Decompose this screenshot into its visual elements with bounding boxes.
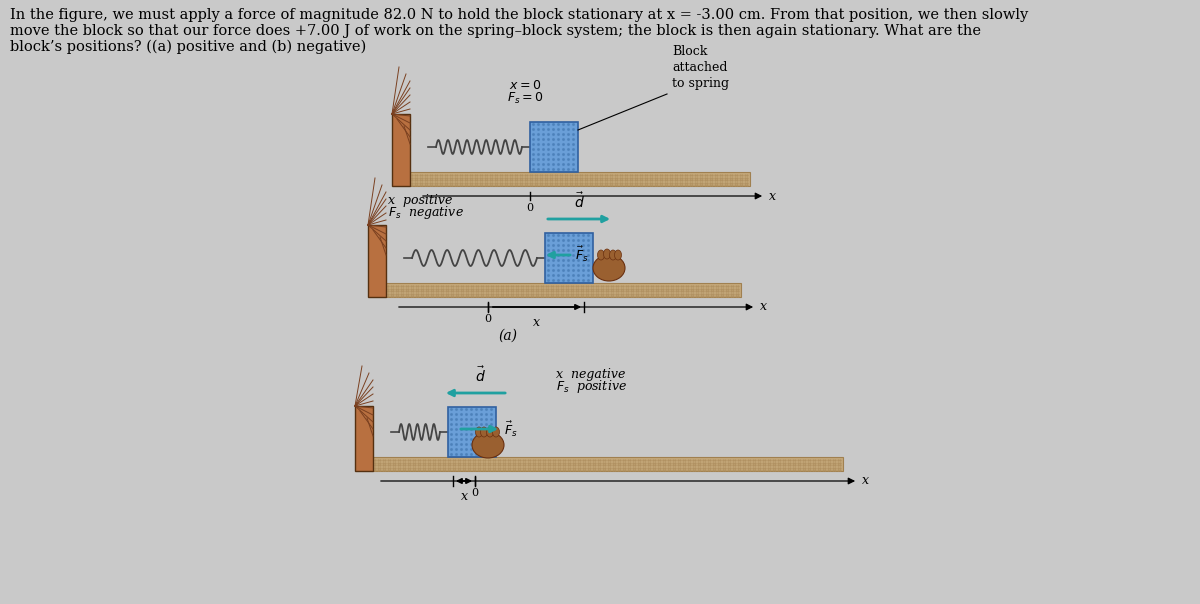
Text: 0: 0 xyxy=(472,488,479,498)
Text: move the block so that our force does +7.00 J of work on the spring–block system: move the block so that our force does +7… xyxy=(10,24,982,38)
Bar xyxy=(355,406,373,471)
Text: block’s positions? ((a) positive and (b) negative): block’s positions? ((a) positive and (b)… xyxy=(10,40,366,54)
Bar xyxy=(368,225,386,297)
Bar xyxy=(545,233,593,283)
Text: x: x xyxy=(760,301,767,313)
Ellipse shape xyxy=(475,427,482,437)
Text: x: x xyxy=(769,190,776,202)
Text: $\vec{d}$: $\vec{d}$ xyxy=(475,365,486,385)
Text: $\vec{F}_s$: $\vec{F}_s$ xyxy=(575,244,589,264)
Ellipse shape xyxy=(480,427,487,437)
Text: 0: 0 xyxy=(527,203,534,213)
Text: x  positive: x positive xyxy=(388,194,452,207)
Ellipse shape xyxy=(492,427,499,437)
Ellipse shape xyxy=(604,249,611,259)
Ellipse shape xyxy=(610,250,617,260)
Text: x: x xyxy=(533,316,540,329)
Text: $F_s = 0$: $F_s = 0$ xyxy=(506,91,544,106)
Bar xyxy=(530,122,578,172)
Text: 0: 0 xyxy=(485,314,492,324)
Text: x: x xyxy=(461,490,468,503)
Text: (a): (a) xyxy=(498,329,517,343)
Text: x: x xyxy=(862,475,869,487)
Bar xyxy=(448,407,496,457)
Text: Block
attached
to spring: Block attached to spring xyxy=(672,45,730,90)
Text: $x = 0$: $x = 0$ xyxy=(509,79,541,92)
Ellipse shape xyxy=(598,250,605,260)
Text: x  negative: x negative xyxy=(556,368,625,381)
Bar xyxy=(386,283,742,297)
Ellipse shape xyxy=(486,427,493,437)
Text: In the figure, we must apply a force of magnitude 82.0 N to hold the block stati: In the figure, we must apply a force of … xyxy=(10,8,1028,22)
Ellipse shape xyxy=(614,250,622,260)
Ellipse shape xyxy=(472,432,504,458)
Bar xyxy=(410,172,750,186)
Text: $F_s$  negative: $F_s$ negative xyxy=(388,204,464,221)
Text: $\vec{F}_s$: $\vec{F}_s$ xyxy=(504,419,517,439)
Bar xyxy=(373,457,842,471)
Text: $\vec{d}$: $\vec{d}$ xyxy=(574,191,584,211)
Ellipse shape xyxy=(593,255,625,281)
Bar xyxy=(392,114,410,186)
Text: $F_s$  positive: $F_s$ positive xyxy=(556,378,626,395)
